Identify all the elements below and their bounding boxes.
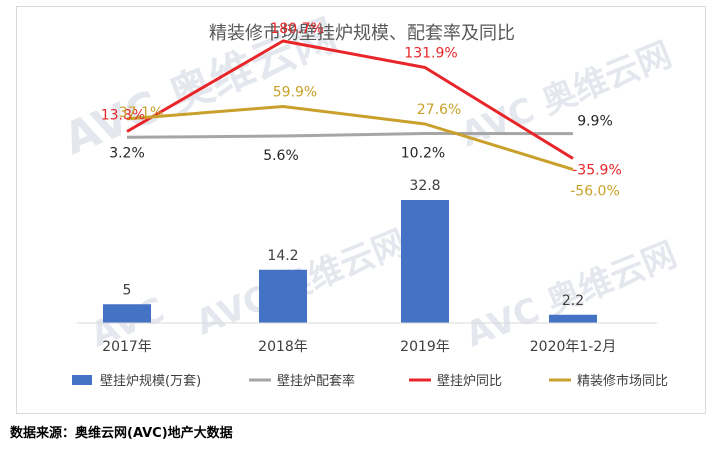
data-labels: 5 14.2 32.8 2.2 3.2% 5.6% 10.2% 9.9% 13.8% 180.7%… — [101, 21, 622, 309]
chart-frame: AVC 奥维云网 AVC 奥维云网 AVC 奥维云网 AVC 奥维云网 AVC … — [16, 6, 706, 414]
line-1-label-0: 13.8% — [101, 108, 145, 124]
legend-label-2: 壁挂炉同比 — [437, 374, 502, 389]
line-0-label-0: 3.2% — [109, 145, 145, 161]
line-0-label-1: 5.6% — [263, 148, 299, 164]
source-note: 数据来源：奥维云网(AVC)地产大数据 — [10, 426, 233, 441]
bar-3 — [549, 314, 597, 323]
bar-label-3: 2.2 — [562, 293, 584, 309]
bar-series — [103, 200, 597, 323]
bar-label-0: 5 — [123, 282, 132, 298]
line-2-label-2: 27.6% — [417, 102, 461, 118]
x-tick-0: 2017年 — [102, 339, 152, 355]
svg-text:AVC 奥维云网: AVC 奥维云网 — [455, 35, 677, 156]
bar-label-1: 14.2 — [267, 248, 298, 264]
line-0 — [126, 132, 574, 139]
line-2 — [126, 105, 574, 171]
legend: 壁挂炉规模(万套) 壁挂炉配套率 壁挂炉同比 精装修市场同比 — [72, 373, 668, 389]
line-2-label-0: 37.1% — [119, 105, 163, 121]
line-1-label-1: 180.7% — [270, 21, 323, 37]
bar-2 — [401, 200, 449, 323]
legend-label-0: 壁挂炉规模(万套) — [100, 373, 201, 389]
bar-1 — [259, 269, 307, 323]
line-0-label-3: 9.9% — [577, 114, 613, 130]
bar-label-2: 32.8 — [409, 178, 440, 194]
legend-label-3: 精装修市场同比 — [577, 373, 668, 389]
line-1-label-2: 131.9% — [404, 45, 457, 61]
line-2-label-3: -56.0% — [570, 183, 620, 199]
chart-title: 精装修市场壁挂炉规模、配套率及同比 — [209, 23, 515, 44]
x-tick-3: 2020年1-2月 — [530, 339, 617, 355]
x-tick-1: 2018年 — [258, 339, 308, 355]
line-0-label-2: 10.2% — [401, 145, 445, 161]
chart-svg: AVC 奥维云网 AVC 奥维云网 AVC 奥维云网 AVC 奥维云网 AVC … — [57, 10, 682, 389]
x-axis-ticks: 2017年 2018年 2019年 2020年1-2月 — [102, 339, 616, 355]
legend-label-1: 壁挂炉配套率 — [277, 373, 355, 389]
legend-swatch-0 — [72, 375, 92, 385]
line-2-label-1: 59.9% — [273, 85, 317, 101]
x-tick-2: 2019年 — [400, 339, 450, 355]
line-1 — [126, 39, 574, 160]
line-series — [126, 39, 574, 171]
bar-0 — [103, 304, 151, 323]
line-1-label-3: -35.9% — [572, 162, 622, 178]
